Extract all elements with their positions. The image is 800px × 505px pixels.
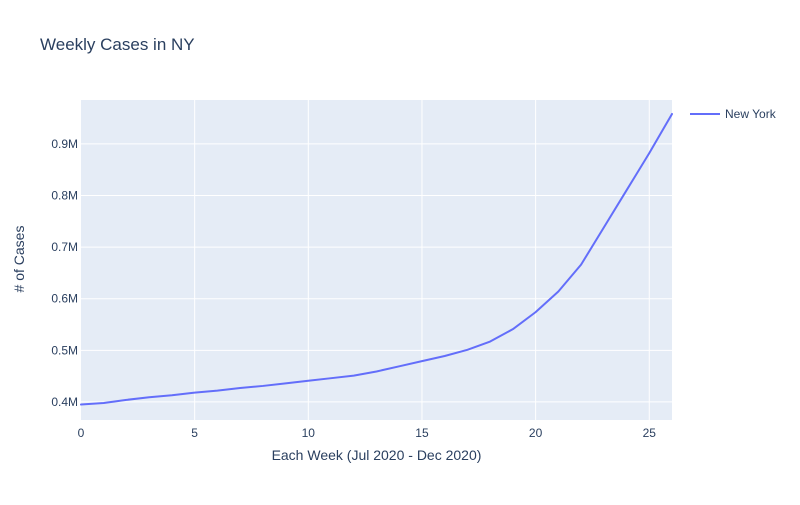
- vertical-gridlines: [194, 100, 650, 420]
- series-line[interactable]: [80, 112, 673, 406]
- x-tick-label: 0: [78, 426, 85, 440]
- plot-area: [81, 100, 672, 420]
- series-layer: [80, 112, 673, 406]
- x-axis-ticks: 0 5 10 15 20 25: [78, 426, 657, 440]
- legend[interactable]: New York: [690, 107, 777, 121]
- y-tick-label: 0.8M: [51, 188, 78, 202]
- x-tick-label: 20: [529, 426, 543, 440]
- y-tick-label: 0.4M: [51, 395, 78, 409]
- x-tick-label: 10: [302, 426, 316, 440]
- x-tick-label: 15: [415, 426, 429, 440]
- horizontal-gridlines: [81, 143, 672, 403]
- y-axis-ticks: 0.4M 0.5M 0.6M 0.7M 0.8M 0.9M: [51, 137, 78, 409]
- y-tick-label: 0.9M: [51, 137, 78, 151]
- chart-title: Weekly Cases in NY: [40, 35, 195, 54]
- y-tick-label: 0.5M: [51, 343, 78, 357]
- x-axis-label: Each Week (Jul 2020 - Dec 2020): [272, 447, 482, 463]
- x-tick-label: 25: [643, 426, 657, 440]
- y-tick-label: 0.7M: [51, 240, 78, 254]
- y-tick-label: 0.6M: [51, 292, 78, 306]
- y-axis-label: # of Cases: [11, 226, 27, 293]
- x-tick-label: 5: [191, 426, 198, 440]
- legend-label: New York: [725, 107, 777, 121]
